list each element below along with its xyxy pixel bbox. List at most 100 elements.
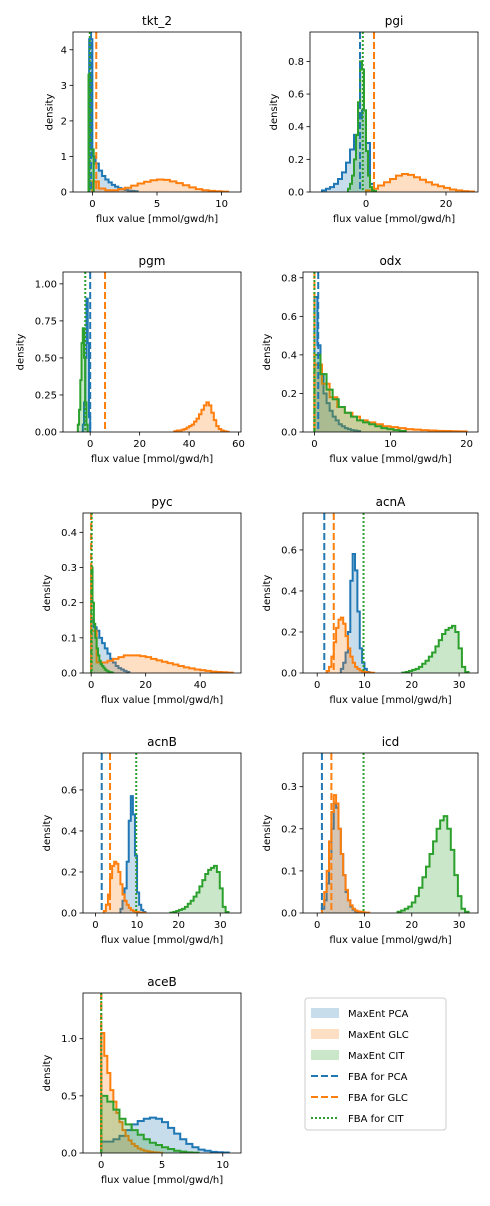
hist-bar xyxy=(329,841,332,913)
hist-bar xyxy=(137,892,140,913)
hist-bar xyxy=(132,910,135,913)
hist-bar xyxy=(128,1140,132,1153)
hist-bar xyxy=(340,854,344,913)
hist-bar xyxy=(352,909,356,913)
x-tick-label: 0 xyxy=(89,199,95,210)
hist-bar xyxy=(101,1095,108,1153)
hist-bar xyxy=(121,669,124,673)
hist-bar xyxy=(205,670,212,673)
hist-bar xyxy=(208,869,212,913)
hist-bar xyxy=(357,611,360,673)
hist-bar xyxy=(338,424,342,432)
hist-bar xyxy=(362,662,365,673)
hist-bar xyxy=(457,896,462,913)
hist-bar xyxy=(211,412,214,432)
hist-bar xyxy=(216,871,220,913)
chart-title: pgm xyxy=(139,254,166,268)
hist-bar xyxy=(107,894,111,913)
hist-bar xyxy=(333,795,337,913)
hist-bar xyxy=(95,637,97,673)
hist-outline xyxy=(100,1094,200,1153)
hist-bar xyxy=(121,189,125,192)
hist-bar xyxy=(189,187,196,192)
hist-bar xyxy=(334,183,338,192)
hist-bar xyxy=(118,668,122,673)
y-tick-label: 1.00 xyxy=(35,279,57,290)
hist-bar xyxy=(195,189,203,192)
hist-bar xyxy=(86,298,88,432)
hist-bar xyxy=(338,619,341,673)
x-tick-label: 40 xyxy=(194,680,207,691)
hist-bar xyxy=(378,185,384,192)
hist-bar xyxy=(440,820,444,913)
hist-bar xyxy=(137,1121,144,1153)
y-tick-label: 3 xyxy=(61,81,67,92)
y-tick-label: 0.2 xyxy=(288,155,304,166)
hist-bar xyxy=(194,421,197,432)
chart-title: pgi xyxy=(385,14,404,28)
hist-bar xyxy=(99,660,101,673)
hist-bar xyxy=(162,1122,169,1153)
hist-outline xyxy=(313,363,468,432)
hist-bar xyxy=(425,660,429,673)
hist-bar xyxy=(448,627,452,673)
hist-bar xyxy=(107,660,113,673)
hist-bar xyxy=(128,820,131,913)
hist-bar xyxy=(323,393,327,432)
hist-bar xyxy=(396,175,402,192)
hist-bar xyxy=(331,656,334,673)
y-tick-label: 2 xyxy=(61,116,67,127)
y-tick-label: 0.4 xyxy=(281,586,297,597)
hist-bar xyxy=(120,908,123,913)
hist-bar xyxy=(112,865,115,913)
y-tick-label: 0.6 xyxy=(281,545,297,556)
hist-bar xyxy=(107,1073,111,1153)
hist-bar xyxy=(156,660,162,673)
y-tick-label: 0.2 xyxy=(281,627,297,638)
chart-title: tkt_2 xyxy=(142,14,172,28)
hist-bar xyxy=(344,412,353,432)
hist-bar xyxy=(149,1117,156,1153)
legend-swatch xyxy=(311,1008,339,1018)
hist-bar xyxy=(131,1124,138,1153)
hist-bar xyxy=(326,389,333,432)
hist-bar xyxy=(176,910,180,913)
x-tick-label: 0 xyxy=(314,920,320,931)
hist-bar xyxy=(408,906,412,913)
x-tick-label: 10 xyxy=(358,920,371,931)
hist-bar xyxy=(336,807,339,913)
hist-outline xyxy=(90,566,114,673)
hist-bar xyxy=(345,891,348,913)
hist-bar xyxy=(130,796,133,913)
hist-bar xyxy=(131,185,138,192)
hist-bar xyxy=(381,428,388,432)
hist-outline xyxy=(313,353,407,432)
hist-bar xyxy=(354,134,358,192)
y-tick-label: 0.2 xyxy=(61,598,77,609)
plot-area xyxy=(90,513,234,673)
hist-bar xyxy=(320,374,327,432)
y-axis-label: density xyxy=(269,94,280,131)
hist-bar xyxy=(114,861,117,913)
y-tick-label: 4 xyxy=(61,45,67,56)
hist-bar xyxy=(189,668,195,673)
hist-bar xyxy=(352,416,361,432)
hist-bar xyxy=(346,162,350,192)
hist-bar xyxy=(105,904,108,913)
hist-bar xyxy=(332,399,339,432)
hist-bar xyxy=(125,1124,132,1153)
x-tick-label: 5 xyxy=(159,1160,165,1171)
y-tick-label: 0.00 xyxy=(35,428,57,439)
hist-bar xyxy=(413,429,421,432)
chart-title: acnA xyxy=(376,495,407,509)
hist-bar xyxy=(91,149,94,192)
hist-bar xyxy=(119,1135,126,1153)
x-axis-label: flux value [mmol/gwd/h] xyxy=(333,214,455,225)
hist-bar xyxy=(422,877,426,913)
hist-bar xyxy=(355,570,358,673)
x-tick-label: 20 xyxy=(405,680,418,691)
x-axis-label: flux value [mmol/gwd/h] xyxy=(101,935,223,946)
hist-bar xyxy=(344,412,351,432)
hist-bar xyxy=(200,670,206,673)
hist-bar xyxy=(337,406,345,432)
